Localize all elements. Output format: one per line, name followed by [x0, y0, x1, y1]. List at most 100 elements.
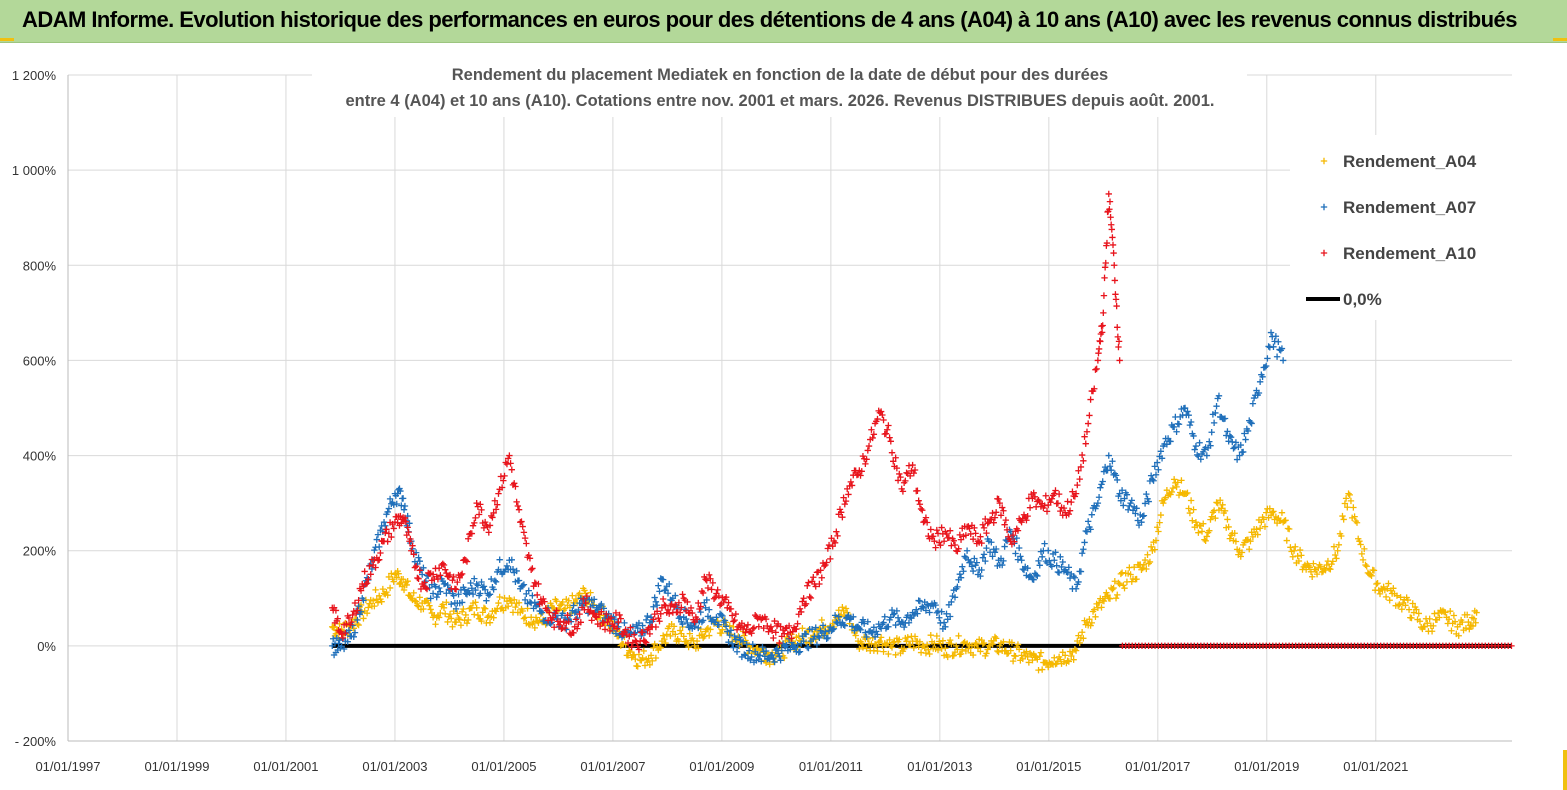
a04-point-dense	[1294, 552, 1301, 560]
a04-point-dense	[1173, 483, 1180, 491]
a04-point-dense	[559, 598, 566, 606]
a10-point	[506, 452, 513, 459]
y-tick-label: 800%	[23, 258, 57, 273]
a10-point-dense	[508, 466, 515, 473]
a07-point-dense	[874, 631, 881, 638]
a10-point-dense	[1099, 322, 1106, 329]
a07-point-dense	[893, 607, 901, 615]
a07-point-dense	[634, 624, 641, 632]
a04-point-dense	[520, 615, 528, 622]
a10-point-dense	[1106, 206, 1113, 213]
a07-point-dense	[477, 590, 484, 597]
a04-point-dense	[1404, 596, 1412, 604]
a10-point-dense	[827, 555, 834, 563]
a07-point-dense	[600, 605, 608, 612]
a10-point-dense	[785, 622, 793, 630]
a10-point	[473, 499, 480, 507]
a04-point-dense	[933, 632, 941, 640]
a04-point-dense	[1335, 541, 1343, 549]
x-axis-labels: 01/01/1997 01/01/1999 01/01/2001 01/01/2003…	[35, 759, 1408, 774]
a10-point-dense	[457, 571, 465, 579]
a10-point-dense	[890, 458, 897, 465]
a04-point	[495, 599, 502, 607]
a10-point-dense	[896, 470, 903, 478]
a07-point	[1138, 518, 1145, 526]
a04-point	[974, 645, 982, 652]
a10-point-dense	[592, 613, 599, 620]
a10-point-dense	[1076, 475, 1083, 483]
a07-point-dense	[1143, 490, 1150, 498]
a04-point-dense	[995, 648, 1002, 656]
a10-point-dense	[915, 497, 922, 504]
a07-point	[399, 495, 407, 502]
a04-point-dense	[1393, 592, 1401, 599]
a10-point-dense	[1014, 527, 1022, 534]
a07-point-dense	[537, 608, 545, 615]
a04-point-dense	[1317, 563, 1324, 570]
a10-point-dense	[1080, 457, 1087, 465]
a07-point-dense	[340, 645, 348, 653]
a07-point	[429, 590, 437, 597]
a04-point-dense	[695, 644, 702, 652]
a07-point-dense	[731, 632, 738, 640]
a04-point	[1356, 538, 1363, 545]
a04-point-dense	[873, 642, 880, 650]
a10-point-dense	[1043, 508, 1051, 515]
a04-point-dense	[839, 604, 846, 611]
a04-point-dense	[639, 654, 646, 662]
a07-point-dense	[461, 586, 468, 593]
a07-point-dense	[959, 563, 966, 570]
a07-point-dense	[900, 623, 908, 631]
a10-point-dense	[885, 422, 892, 429]
a10-point	[495, 490, 502, 497]
a04-point-dense	[923, 641, 931, 648]
a10-point-dense	[376, 556, 383, 563]
a04-point-dense	[521, 614, 529, 621]
a10-point-dense	[603, 610, 610, 618]
a04-point-dense	[360, 615, 367, 622]
a07-point-dense	[960, 568, 967, 575]
a10-point-dense	[847, 478, 855, 486]
a10-point-dense	[570, 629, 577, 637]
a04-point-dense	[939, 637, 947, 644]
a10-point-dense	[357, 587, 365, 594]
a10-point	[909, 461, 916, 469]
a07-point-dense	[908, 615, 915, 622]
a10-point-dense	[478, 506, 485, 514]
y-tick-label: 200%	[23, 544, 57, 559]
a10-point-dense	[821, 562, 828, 570]
a04-point-dense	[632, 655, 639, 663]
a04-point-dense	[1413, 606, 1420, 613]
corner-mark-top-left	[0, 38, 14, 41]
a10-point-dense	[362, 580, 370, 588]
a10-point-dense	[372, 564, 379, 571]
a10-point-dense	[1093, 365, 1100, 373]
a10-point-dense	[1048, 495, 1056, 502]
a07-point-dense	[905, 619, 913, 626]
a07-point-dense	[790, 643, 798, 650]
a04-point-dense	[1114, 591, 1121, 599]
a04-point-dense	[1057, 656, 1064, 663]
a04-point-dense	[1104, 591, 1111, 599]
a04-point-dense	[426, 602, 433, 609]
a10-point-dense	[1069, 488, 1076, 495]
x-tick-label: 01/01/1999	[144, 759, 209, 774]
a07-point-dense	[1264, 355, 1271, 362]
a07-point-dense	[1052, 549, 1059, 556]
a07-point-dense	[1123, 491, 1131, 498]
a07-point-dense	[968, 563, 976, 570]
a04-point-dense	[1469, 622, 1477, 630]
a10-point	[767, 623, 775, 631]
a07-point-dense	[722, 623, 730, 630]
a04-point-dense	[1373, 580, 1380, 588]
a04-point-dense	[1430, 622, 1437, 630]
a10-point-dense	[1115, 338, 1123, 345]
x-tick-label: 01/01/2017	[1125, 759, 1190, 774]
a04-point-dense	[1298, 552, 1305, 559]
a07-point-dense	[452, 605, 460, 613]
a10-point	[462, 557, 469, 564]
a10-point-dense	[794, 620, 801, 627]
a07-point-dense	[988, 539, 995, 546]
a07-point-dense	[1055, 569, 1063, 576]
a07-point-dense	[992, 545, 1000, 553]
